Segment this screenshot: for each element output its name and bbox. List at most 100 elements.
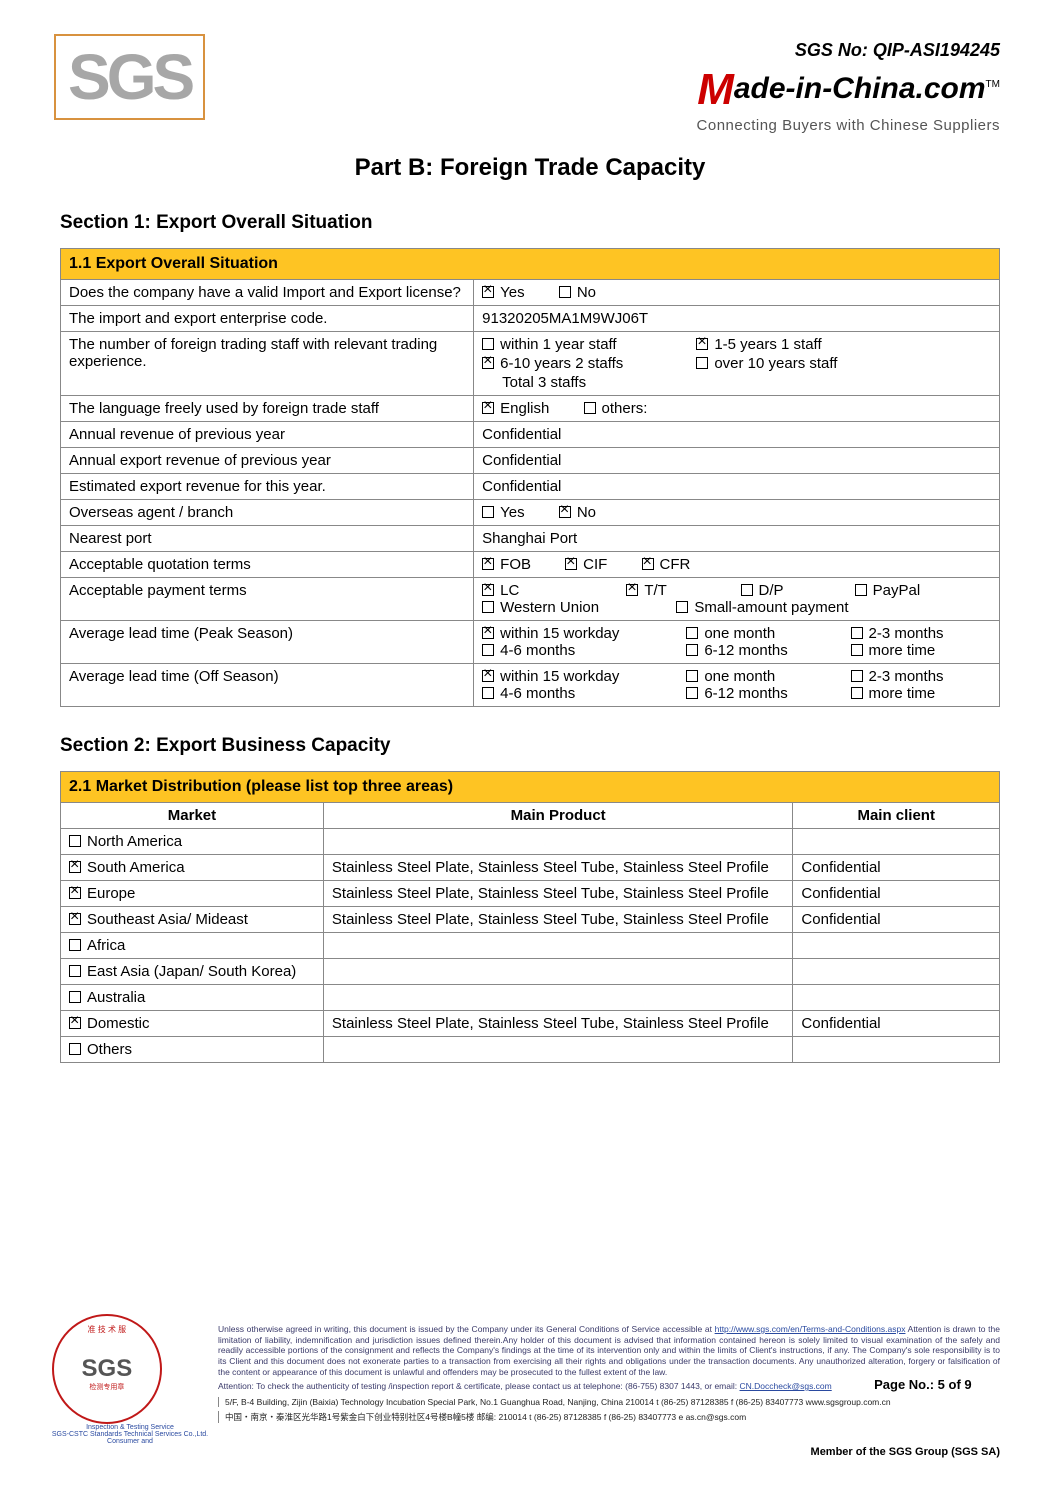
checkbox-icon <box>482 644 494 656</box>
sgs-number: SGS No: QIP-ASI194245 <box>697 40 1000 61</box>
code-value: 91320205MA1M9WJ06T <box>474 306 1000 332</box>
checkbox-icon <box>696 357 708 369</box>
checkbox-icon <box>696 338 708 350</box>
mic-m: M <box>697 65 734 114</box>
checkbox-icon <box>69 861 81 873</box>
checkbox-icon <box>482 687 494 699</box>
license-answer: Yes No <box>474 280 1000 306</box>
checkbox-icon <box>626 584 638 596</box>
checkbox-icon <box>565 558 577 570</box>
checkbox-icon <box>482 506 494 518</box>
table-row: Does the company have a valid Import and… <box>61 280 1000 306</box>
legal-text: Unless otherwise agreed in writing, this… <box>218 1324 1000 1377</box>
table-row: Acceptable quotation terms FOB CIF CFR <box>61 552 1000 578</box>
checkbox-icon <box>482 584 494 596</box>
table-row: South America Stainless Steel Plate, Sta… <box>61 855 1000 881</box>
col-product: Main Product <box>323 803 793 829</box>
checkbox-icon <box>741 584 753 596</box>
sgs-logo-wrap: SGS <box>60 40 199 114</box>
page-header: SGS SGS No: QIP-ASI194245 Made-in-China.… <box>60 40 1000 134</box>
checkbox-icon <box>559 286 571 298</box>
checkbox-icon <box>686 687 698 699</box>
checkbox-icon <box>69 991 81 1003</box>
code-question: The import and export enterprise code. <box>61 306 474 332</box>
section2-title: Section 2: Export Business Capacity <box>60 735 1000 757</box>
checkbox-icon <box>686 627 698 639</box>
checkbox-icon <box>642 558 654 570</box>
address-line2: 中国・南京・秦淮区光华路1号紫金白下创业特别社区4号楼B幢5楼 邮编: 2100… <box>218 1411 1000 1423</box>
checkbox-icon <box>482 601 494 613</box>
made-in-china-logo: Made-in-China.comTM <box>697 65 1000 115</box>
checkbox-icon <box>482 670 494 682</box>
attention-text: Attention: To check the authenticity of … <box>218 1377 1000 1393</box>
doccheck-email[interactable]: CN.Doccheck@sgs.com <box>740 1381 832 1391</box>
table-row: Estimated export revenue for this year.C… <box>61 474 1000 500</box>
checkbox-icon <box>851 644 863 656</box>
table-row: Others <box>61 1037 1000 1063</box>
staff-question: The number of foreign trading staff with… <box>61 332 474 396</box>
table-market-distribution: 2.1 Market Distribution (please list top… <box>60 771 1000 1063</box>
checkbox-icon <box>851 670 863 682</box>
lang-answer: English others: <box>474 396 1000 422</box>
table-row: Market Main Product Main client <box>61 803 1000 829</box>
table-row: Domestic Stainless Steel Plate, Stainles… <box>61 1011 1000 1037</box>
table-row: North America <box>61 829 1000 855</box>
part-title: Part B: Foreign Trade Capacity <box>60 154 1000 182</box>
table-row: Annual revenue of previous yearConfident… <box>61 422 1000 448</box>
checkbox-icon <box>686 644 698 656</box>
table-export-situation: 1.1 Export Overall Situation Does the co… <box>60 248 1000 707</box>
checkbox-icon <box>676 601 688 613</box>
page-footer: 准 技 术 服 SGS 检测专用章 Inspection & Testing S… <box>60 1324 1000 1458</box>
checkbox-icon <box>686 670 698 682</box>
checkbox-icon <box>69 835 81 847</box>
page-number: Page No.: 5 of 9 <box>874 1377 972 1393</box>
address-line1: 5/F, B-4 Building, Zijin (Baixia) Techno… <box>218 1397 1000 1407</box>
table-row: Australia <box>61 985 1000 1011</box>
checkbox-icon <box>69 887 81 899</box>
header-right: SGS No: QIP-ASI194245 Made-in-China.comT… <box>697 40 1000 134</box>
checkbox-icon <box>851 687 863 699</box>
table2-header: 2.1 Market Distribution (please list top… <box>61 772 1000 803</box>
terms-link[interactable]: http://www.sgs.com/en/Terms-and-Conditio… <box>715 1324 906 1334</box>
table-row: East Asia (Japan/ South Korea) <box>61 959 1000 985</box>
checkbox-icon <box>559 506 571 518</box>
table-row: Southeast Asia/ Mideast Stainless Steel … <box>61 907 1000 933</box>
checkbox-icon <box>482 558 494 570</box>
col-client: Main client <box>793 803 1000 829</box>
checkbox-icon <box>69 1043 81 1055</box>
license-question: Does the company have a valid Import and… <box>61 280 474 306</box>
table-row: Average lead time (Off Season) within 15… <box>61 664 1000 707</box>
checkbox-icon <box>482 627 494 639</box>
mic-tagline: Connecting Buyers with Chinese Suppliers <box>697 117 1000 134</box>
table-row: The language freely used by foreign trad… <box>61 396 1000 422</box>
checkbox-icon <box>69 939 81 951</box>
checkbox-icon <box>482 338 494 350</box>
checkbox-icon <box>69 1017 81 1029</box>
staff-total: Total 3 staffs <box>502 374 586 391</box>
checkbox-icon <box>482 357 494 369</box>
lang-question: The language freely used by foreign trad… <box>61 396 474 422</box>
table-row: The import and export enterprise code. 9… <box>61 306 1000 332</box>
sgs-logo: SGS <box>60 40 199 114</box>
table-row: Annual export revenue of previous yearCo… <box>61 448 1000 474</box>
checkbox-icon <box>69 965 81 977</box>
table-row: Africa <box>61 933 1000 959</box>
table-row: Nearest portShanghai Port <box>61 526 1000 552</box>
table-row: Europe Stainless Steel Plate, Stainless … <box>61 881 1000 907</box>
checkbox-icon <box>482 402 494 414</box>
table-row: Acceptable payment terms LC T/T D/P PayP… <box>61 578 1000 621</box>
mic-rest: ade-in-China.com <box>734 72 986 105</box>
checkbox-icon <box>482 286 494 298</box>
section1-title: Section 1: Export Overall Situation <box>60 212 1000 234</box>
table1-header: 1.1 Export Overall Situation <box>61 249 1000 280</box>
staff-answer: within 1 year staff 1-5 years 1 staff 6-… <box>474 332 1000 396</box>
table-row: The number of foreign trading staff with… <box>61 332 1000 396</box>
checkbox-icon <box>855 584 867 596</box>
mic-tm: TM <box>986 79 1000 90</box>
checkbox-icon <box>851 627 863 639</box>
checkbox-icon <box>584 402 596 414</box>
checkbox-icon <box>69 913 81 925</box>
table-row: Average lead time (Peak Season) within 1… <box>61 621 1000 664</box>
sgs-seal: 准 技 术 服 SGS 检测专用章 Inspection & Testing S… <box>60 1324 200 1434</box>
member-line: Member of the SGS Group (SGS SA) <box>60 1446 1000 1458</box>
